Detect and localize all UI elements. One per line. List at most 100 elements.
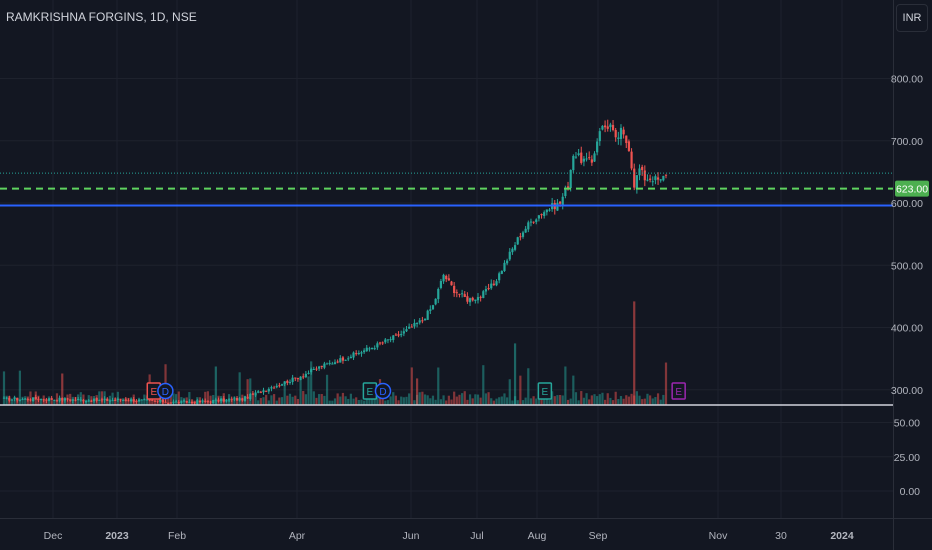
volume-bar bbox=[649, 395, 652, 405]
volume-bar bbox=[24, 396, 27, 405]
volume-bar bbox=[16, 397, 19, 405]
volume-bar bbox=[230, 399, 233, 405]
volume-bar bbox=[100, 391, 104, 405]
volume-bar bbox=[566, 399, 570, 405]
volume-bar bbox=[325, 374, 329, 405]
price-tick-label: 300.00 bbox=[891, 385, 923, 397]
volume-bar bbox=[408, 393, 411, 405]
candle-body bbox=[397, 334, 400, 336]
volume-bar bbox=[82, 394, 85, 405]
candle-body bbox=[243, 396, 247, 401]
candle-body bbox=[257, 391, 260, 393]
volume-bar bbox=[461, 393, 464, 405]
candle-body bbox=[582, 158, 586, 162]
volume-bar bbox=[376, 394, 379, 405]
candle-body bbox=[333, 362, 337, 365]
volume-bar bbox=[106, 398, 109, 405]
price-tick-label: 500.00 bbox=[891, 260, 923, 272]
volume-bar bbox=[310, 361, 313, 405]
volume-bar bbox=[622, 398, 625, 405]
volume-bar bbox=[392, 392, 395, 405]
candle-body bbox=[315, 368, 318, 370]
volume-bar bbox=[431, 395, 435, 405]
candle-body bbox=[664, 174, 668, 176]
volume-bar bbox=[259, 398, 262, 405]
candle-body bbox=[643, 170, 646, 181]
candle-body bbox=[394, 334, 398, 336]
candle-body bbox=[450, 281, 453, 286]
volume-bar bbox=[267, 400, 270, 405]
event-marker-label: E bbox=[367, 387, 374, 398]
candle-body bbox=[521, 232, 525, 237]
candle-body bbox=[630, 151, 633, 169]
volume-bar bbox=[21, 396, 24, 405]
candle-body bbox=[262, 390, 265, 393]
candle-body bbox=[535, 219, 538, 222]
candle-body bbox=[272, 387, 276, 389]
time-tick-label: Nov bbox=[709, 530, 728, 542]
volume-bar bbox=[492, 400, 495, 405]
volume-bar bbox=[585, 393, 588, 405]
candle-body bbox=[588, 157, 591, 159]
candle-body bbox=[543, 212, 546, 216]
time-tick-label: 2024 bbox=[830, 530, 854, 542]
volume-bar bbox=[103, 391, 106, 405]
candle-body bbox=[622, 129, 625, 135]
currency-button[interactable]: INR bbox=[896, 4, 928, 32]
volume-bar bbox=[434, 399, 437, 405]
candle-body bbox=[627, 141, 631, 151]
volume-bar bbox=[617, 398, 620, 405]
volume-bar bbox=[370, 398, 374, 405]
volume-bar bbox=[569, 398, 572, 405]
volume-bar bbox=[529, 398, 533, 405]
volume-bar bbox=[61, 373, 64, 405]
volume-bar bbox=[323, 395, 326, 405]
candle-body bbox=[656, 177, 660, 180]
volume-bar bbox=[625, 395, 628, 405]
volume-bar bbox=[2, 371, 6, 405]
candle-body bbox=[368, 348, 371, 350]
volume-bar bbox=[593, 394, 596, 405]
candle-body bbox=[545, 209, 548, 213]
volume-bar bbox=[508, 379, 511, 405]
candle-body bbox=[318, 366, 321, 369]
candle-body bbox=[474, 299, 477, 301]
volume-bar bbox=[336, 393, 339, 405]
volume-bar bbox=[254, 394, 257, 405]
volume-bar bbox=[360, 399, 363, 405]
volume-bar bbox=[630, 393, 633, 405]
volume-bar bbox=[516, 400, 519, 405]
volume-bar bbox=[111, 392, 114, 405]
candle-body bbox=[529, 221, 533, 223]
candle-body bbox=[410, 326, 413, 328]
volume-bar bbox=[251, 394, 255, 405]
volume-bar bbox=[498, 397, 501, 405]
volume-bar bbox=[582, 397, 586, 405]
volume-bar bbox=[532, 396, 535, 405]
volume-bar bbox=[548, 400, 551, 405]
volume-bar bbox=[479, 397, 482, 405]
volume-bar bbox=[55, 393, 59, 405]
volume-bar bbox=[524, 397, 527, 405]
candle-body bbox=[495, 281, 498, 286]
candle-body bbox=[429, 309, 432, 311]
volume-bar bbox=[127, 397, 130, 405]
candle-body bbox=[516, 237, 519, 245]
volume-bar bbox=[39, 400, 43, 405]
volume-bar bbox=[135, 400, 138, 405]
time-tick-label: Jun bbox=[403, 530, 420, 542]
candle-body bbox=[577, 153, 580, 156]
volume-bar bbox=[190, 399, 194, 405]
volume-bar bbox=[577, 400, 580, 405]
price-badge-label: 623.00 bbox=[896, 184, 928, 196]
volume-bar bbox=[384, 400, 387, 405]
earnings-marker bbox=[537, 382, 553, 400]
candle-body bbox=[556, 202, 559, 211]
volume-bar bbox=[172, 393, 175, 405]
volume-bar bbox=[53, 400, 56, 405]
volume-bar bbox=[545, 397, 548, 405]
candle-body bbox=[635, 175, 638, 190]
volume-bar bbox=[503, 393, 506, 405]
candle-body bbox=[609, 124, 612, 128]
